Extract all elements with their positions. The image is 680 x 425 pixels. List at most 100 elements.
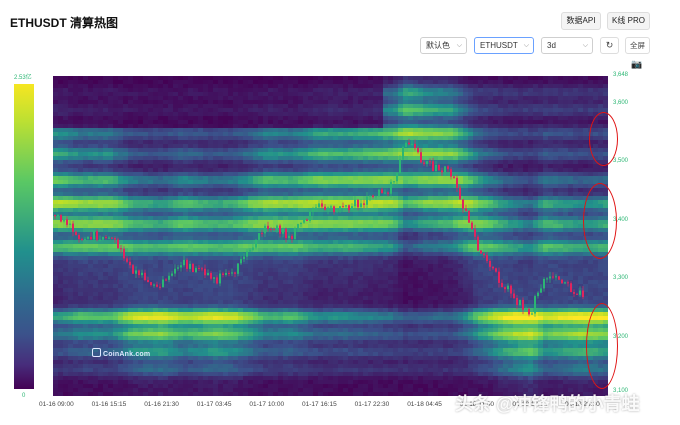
heatmap-cell	[248, 252, 253, 256]
heatmap-cell	[148, 284, 153, 288]
heatmap-cell	[308, 192, 313, 196]
heatmap-cell	[123, 356, 128, 360]
heatmap-cell	[78, 384, 83, 388]
heatmap-cell	[183, 280, 188, 284]
heatmap-cell	[238, 272, 243, 276]
heatmap-cell	[218, 128, 223, 132]
heatmap-cell	[68, 376, 73, 380]
heatmap-cell	[108, 172, 113, 176]
heatmap-cell	[68, 192, 73, 196]
heatmap-cell	[158, 344, 163, 348]
heatmap-cell	[333, 260, 338, 264]
heatmap-cell	[263, 368, 268, 372]
heatmap-cell	[88, 348, 93, 352]
symbol-select[interactable]: ETHUSDT ⌵	[474, 37, 534, 54]
heatmap-cell	[313, 316, 318, 320]
heatmap-cell	[288, 324, 293, 328]
heatmap-cell	[308, 372, 313, 376]
data-api-button[interactable]: 数据API	[561, 12, 601, 30]
heatmap-cell	[303, 148, 308, 152]
color-scheme-select[interactable]: 默认色 ⌵	[420, 37, 467, 54]
heatmap-cell	[223, 276, 228, 280]
heatmap-cell	[333, 284, 338, 288]
heatmap-cell	[258, 268, 263, 272]
heatmap-plot[interactable]	[53, 76, 608, 396]
heatmap-cell	[133, 252, 138, 256]
heatmap-cell	[98, 276, 103, 280]
heatmap-cell	[78, 136, 83, 140]
heatmap-cell	[163, 240, 168, 244]
heatmap-cell	[93, 192, 98, 196]
heatmap-cell	[343, 124, 348, 128]
heatmap-cell	[278, 380, 283, 384]
refresh-button[interactable]: ↻	[600, 37, 619, 54]
heatmap-cell	[148, 268, 153, 272]
heatmap-cell	[233, 200, 238, 204]
heatmap-cell	[348, 164, 353, 168]
heatmap-cell	[203, 372, 208, 376]
heatmap-cell	[333, 176, 338, 180]
heatmap-cell	[118, 316, 123, 320]
heatmap-cell	[103, 176, 108, 180]
heatmap-cell	[178, 188, 183, 192]
heatmap-cell	[283, 108, 288, 112]
heatmap-cell	[108, 140, 113, 144]
period-select[interactable]: 3d ⌵	[541, 37, 593, 54]
heatmap-cell	[278, 272, 283, 276]
camera-icon[interactable]: 📷	[631, 59, 643, 69]
heatmap-cell	[138, 200, 143, 204]
heatmap-cell	[103, 312, 108, 316]
heatmap-cell	[273, 372, 278, 376]
kline-pro-button[interactable]: K线 PRO	[607, 12, 650, 30]
heatmap-cell	[148, 100, 153, 104]
heatmap-cell	[318, 364, 323, 368]
heatmap-cell	[358, 144, 363, 148]
heatmap-cell	[118, 256, 123, 260]
heatmap-cell	[173, 140, 178, 144]
heatmap-cell	[103, 204, 108, 208]
heatmap-cell	[338, 116, 343, 120]
heatmap-cell	[348, 112, 353, 116]
heatmap-cell	[263, 364, 268, 368]
heatmap-cell	[278, 92, 283, 96]
heatmap-cell	[88, 356, 93, 360]
heatmap-cell	[93, 132, 98, 136]
heatmap-cell	[118, 136, 123, 140]
heatmap-cell	[343, 76, 348, 80]
fullscreen-button[interactable]: 全屏	[625, 37, 650, 54]
heatmap-cell	[118, 164, 123, 168]
heatmap-cell	[313, 204, 318, 208]
heatmap-cell	[253, 168, 258, 172]
heatmap-cell	[128, 156, 133, 160]
heatmap-cell	[263, 328, 268, 332]
heatmap-cell	[63, 288, 68, 292]
heatmap-cell	[328, 260, 333, 264]
heatmap-cell	[138, 76, 143, 80]
heatmap-cell	[183, 384, 188, 388]
heatmap-cell	[78, 240, 83, 244]
heatmap-cell	[243, 268, 248, 272]
heatmap-cell	[323, 116, 328, 120]
heatmap-cell	[73, 384, 78, 388]
heatmap-cell	[83, 268, 88, 272]
heatmap-cell	[158, 204, 163, 208]
heatmap-cell	[73, 168, 78, 172]
heatmap-cell	[53, 188, 58, 192]
heatmap-cell	[223, 268, 228, 272]
heatmap-cell	[178, 216, 183, 220]
heatmap-cell	[198, 172, 203, 176]
heatmap-cell	[123, 164, 128, 168]
heatmap-cell	[153, 248, 158, 252]
heatmap-cell	[178, 160, 183, 164]
heatmap-cell	[328, 168, 333, 172]
heatmap-cell	[73, 152, 78, 156]
heatmap-cell	[278, 280, 283, 284]
heatmap-cell	[223, 384, 228, 388]
heatmap-cell	[303, 320, 308, 324]
heatmap-cell	[298, 148, 303, 152]
heatmap-cell	[348, 296, 353, 300]
heatmap-cell	[328, 308, 333, 312]
heatmap-cell	[328, 120, 333, 124]
heatmap-cell	[103, 92, 108, 96]
heatmap-cell	[238, 300, 243, 304]
